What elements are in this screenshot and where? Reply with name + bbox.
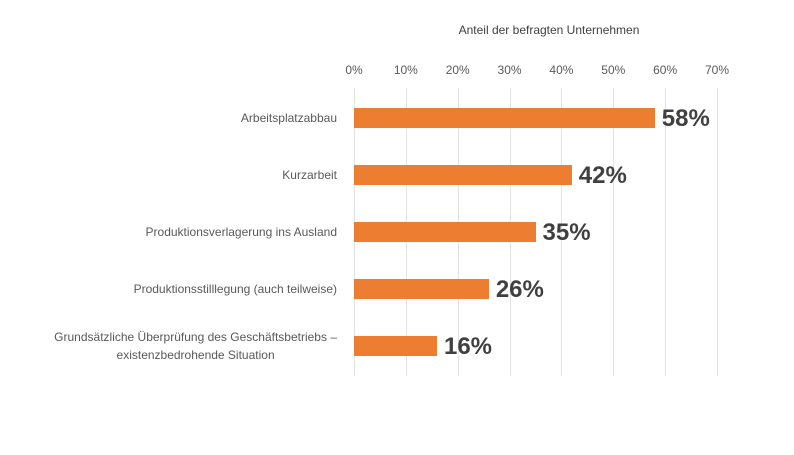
category-label: Grundsätzliche Überprüfung des Geschäfts… [54,328,337,364]
data-label: 35% [542,219,591,246]
x-tick-label: 40% [549,63,574,77]
x-tick-label: 30% [497,63,522,77]
category-label-line: Arbeitsplatzabbau [240,111,337,125]
category-label-line: existenzbedrohende Situation [116,348,275,362]
data-label: 42% [578,162,627,189]
x-tick-label: 50% [601,63,626,77]
bar [354,222,536,242]
category-label: Produktionsverlagerung ins Ausland [146,223,337,241]
bar [354,108,655,128]
gridline [561,88,563,376]
category-label-line: Grundsätzliche Überprüfung des Geschäfts… [54,330,337,344]
x-tick-label: 10% [393,63,418,77]
category-label-line: Produktionsverlagerung ins Ausland [145,225,337,239]
bar [354,279,489,299]
category-label-line: Produktionsstilllegung (auch teilweise) [133,282,337,296]
category-label: Produktionsstilllegung (auch teilweise) [134,280,337,298]
data-label: 26% [495,276,544,303]
x-tick-label: 20% [445,63,470,77]
gridline [665,88,667,376]
category-label: Arbeitsplatzabbau [241,109,337,127]
data-label: 58% [661,105,710,132]
bar [354,165,572,185]
x-tick-label: 60% [653,63,678,77]
axis-title: Anteil der befragten Unternehmen [458,23,640,37]
category-label: Kurzarbeit [282,166,337,184]
bar [354,336,437,356]
gridline [613,88,615,376]
x-tick-label: 70% [704,63,730,77]
data-label: 16% [443,333,493,360]
x-tick-label: 0% [345,63,363,77]
gridline [717,88,718,376]
category-label-line: Kurzarbeit [282,168,337,182]
